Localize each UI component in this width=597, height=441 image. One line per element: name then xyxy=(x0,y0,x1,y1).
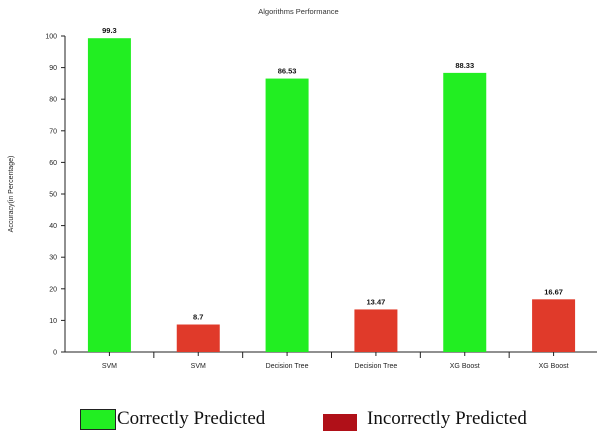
bar-value-label: 16.67 xyxy=(544,287,563,296)
bar-value-label: 8.7 xyxy=(193,313,203,322)
y-tick-label: 100 xyxy=(45,34,57,41)
x-tick-label: XG Boost xyxy=(450,363,480,370)
bar xyxy=(532,299,576,352)
y-tick-label: 90 xyxy=(49,65,57,72)
y-tick-label: 20 xyxy=(49,286,57,293)
legend-item-incorrect: Incorrectly Predicted xyxy=(323,408,527,431)
bar-value-label: 88.33 xyxy=(455,61,474,70)
y-tick-label: 10 xyxy=(49,318,57,325)
y-tick-label: 40 xyxy=(49,223,57,230)
bar-value-label: 13.47 xyxy=(367,297,386,306)
x-tick-label: SVM xyxy=(102,363,117,370)
x-tick-label: Decision Tree xyxy=(355,363,398,370)
y-tick-label: 60 xyxy=(49,160,57,167)
y-tick-label: 50 xyxy=(49,192,57,199)
x-tick-label: SVM xyxy=(191,363,206,370)
legend-label-correct: Correctly Predicted xyxy=(117,408,266,429)
legend-item-correct: Correctly Predicted xyxy=(80,408,265,430)
bar-chart: 0 10 20 30 40 50 60 70 80 90 100 Accuracy(in Percen… xyxy=(8,26,597,370)
y-tick-label: 0 xyxy=(53,350,57,357)
bar-value-label: 86.53 xyxy=(278,67,297,76)
y-tick-label: 70 xyxy=(49,128,57,135)
legend-swatch-incorrect xyxy=(323,413,357,431)
legend-swatch-correct xyxy=(80,408,116,430)
y-tick-label: 80 xyxy=(49,97,57,104)
legend-label-incorrect: Incorrectly Predicted xyxy=(367,408,527,429)
x-tick-label: Decision Tree xyxy=(266,363,309,370)
bar xyxy=(87,38,131,352)
chart-title: Algorithms Performance xyxy=(258,7,339,16)
bar xyxy=(443,72,487,352)
bar-value-label: 99.3 xyxy=(102,26,117,35)
bar xyxy=(354,309,398,352)
y-axis-label: Accuracy(in Percentage) xyxy=(8,156,15,233)
bar xyxy=(265,78,309,353)
x-tick-label: XG Boost xyxy=(539,363,569,370)
bar xyxy=(176,324,220,352)
y-tick-label: 30 xyxy=(49,255,57,262)
